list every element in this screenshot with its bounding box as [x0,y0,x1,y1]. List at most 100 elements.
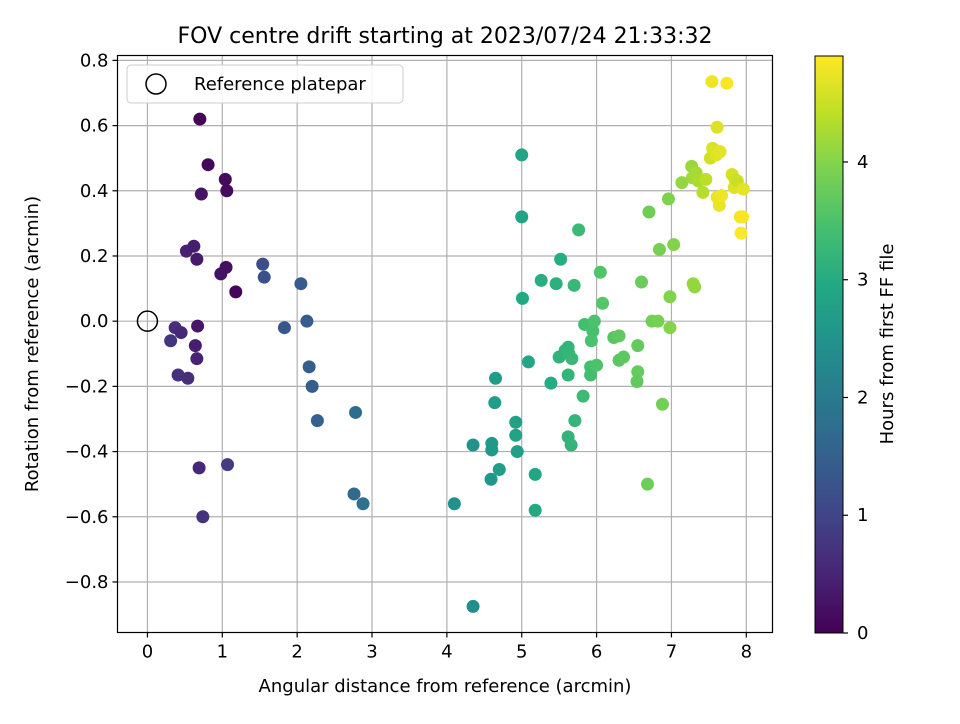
data-point [713,145,727,159]
data-point [349,405,363,419]
data-point [515,291,529,305]
y-tick-label: 0.8 [80,50,109,71]
data-point [164,334,178,348]
legend-box [126,64,404,104]
data-point [554,252,568,266]
x-tick-label: 3 [366,642,377,663]
data-point [652,242,666,256]
y-tick-label: 0.2 [80,246,109,267]
data-point [635,275,648,289]
data-point [710,120,724,134]
data-point [174,326,188,340]
data-point [191,319,205,333]
x-tick-label: 1 [217,642,228,663]
data-point [489,371,503,385]
data-point [201,158,215,172]
data-point [190,352,204,366]
colorbar-gradient [814,55,844,634]
data-point [305,379,319,393]
data-point [564,438,578,452]
colorbar-tick-label: 1 [857,505,868,526]
data-point [651,314,665,328]
y-tick-label: 0.4 [80,181,109,202]
colorbar-label: Hours from first FF file [877,244,898,445]
data-point [528,503,542,517]
data-point [663,321,677,335]
data-point [567,278,581,292]
x-axis-ticks: 0 1 2 3 4 5 6 7 8 [142,632,752,663]
colorbar-ticks: 0 1 2 3 4 [843,152,868,644]
data-point [220,184,234,198]
data-point [257,270,271,284]
scatter-points [164,75,750,613]
data-point [584,368,598,382]
data-point [510,445,524,459]
data-point [214,267,228,281]
data-point [256,257,270,271]
data-point [640,477,654,491]
colorbar-tick-label: 0 [857,623,868,644]
data-point [447,497,461,511]
data-point [584,334,598,348]
data-point [631,365,645,379]
legend: Reference platepar [126,64,404,104]
data-point [515,148,529,162]
data-point [561,368,575,382]
data-point [696,185,710,199]
data-point [310,414,324,428]
data-point [655,397,669,411]
data-point [229,285,243,299]
data-point [300,314,314,328]
y-tick-label: 0.0 [80,311,109,332]
y-tick-label: −0.2 [65,376,109,397]
data-point [188,339,202,353]
x-tick-label: 8 [741,642,752,663]
data-point [549,277,563,291]
x-tick-label: 2 [291,642,302,663]
data-point [663,290,677,304]
data-point [688,280,702,294]
data-point [661,192,675,206]
data-point [294,277,308,291]
data-point [715,189,729,203]
y-axis-ticks: −0.8 −0.6 −0.4 −0.2 0.0 0.2 0.4 0.6 0.8 [65,50,118,593]
data-point [720,76,734,90]
data-point [194,187,208,201]
data-point [302,360,316,374]
reference-point [136,310,159,332]
chart-title: FOV centre drift starting at 2023/07/24 … [178,24,713,49]
data-point [196,510,210,524]
colorbar-tick-label: 2 [857,387,868,408]
data-point [492,463,506,477]
x-tick-label: 7 [666,642,677,663]
data-point [667,238,681,252]
data-point [181,371,195,385]
data-point [515,210,529,224]
data-point [187,239,201,253]
data-point [347,487,361,501]
colorbar-tick-label: 4 [857,152,868,173]
data-point [572,223,586,237]
colorbar-tick-label: 3 [857,270,868,291]
x-tick-label: 0 [142,642,153,663]
data-point [485,443,499,457]
x-tick-label: 6 [591,642,602,663]
data-point [568,414,582,428]
data-point [642,205,656,219]
data-point [593,265,607,279]
data-point [612,329,626,343]
x-tick-label: 4 [441,642,452,663]
reference-marker [136,310,159,332]
data-point [521,355,535,369]
data-point [576,389,590,403]
data-point [488,396,502,410]
data-point [190,252,204,266]
data-point [509,415,523,429]
grid [117,55,773,633]
data-point [712,198,726,212]
data-point [509,428,523,442]
x-axis-label: Angular distance from reference (arcmin) [259,676,632,697]
data-point [356,497,370,511]
